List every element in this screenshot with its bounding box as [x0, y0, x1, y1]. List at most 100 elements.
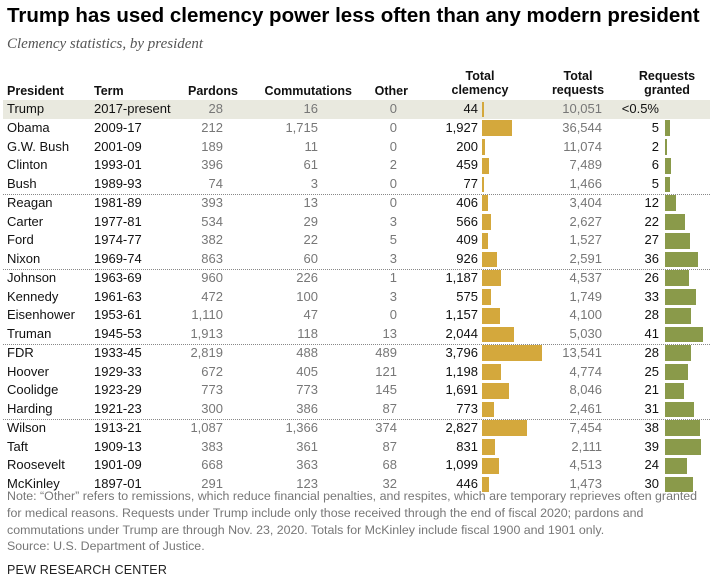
requests-granted-bar	[665, 345, 691, 361]
table-row: Bush 1989-93 74 3 0 77 1,466 5	[0, 175, 715, 194]
table-row: Harding 1921-23 300 386 87 773 2,461 31	[0, 400, 715, 419]
commutations-value: 773	[296, 382, 318, 398]
other-value: 3	[389, 251, 397, 266]
requests-granted-bar	[665, 232, 691, 249]
pardons-value: 1,110	[191, 307, 223, 323]
total-clemency-bar	[482, 120, 513, 136]
president-name: Eisenhower	[7, 307, 75, 323]
table-row: Obama 2009-17 212 1,715 0 1,927 36,544 5	[0, 119, 715, 138]
table-row: McKinley 1897-01 291 123 32 446 1,473 30	[0, 475, 715, 494]
total-requests-value: 3,404	[569, 194, 602, 210]
term-years: 2009-17	[94, 119, 142, 135]
requests-granted-bar	[665, 457, 688, 474]
other-value: 87	[382, 438, 397, 454]
commutations-value: 405	[296, 363, 318, 379]
requests-granted-value: 26	[644, 269, 659, 285]
requests-granted-value: 25	[644, 363, 659, 379]
total-clemency-value: 1,198	[445, 363, 478, 379]
total-requests-value: 4,513	[569, 457, 602, 473]
requests-granted-value: 5	[651, 119, 659, 135]
table-row: G.W. Bush 2001-09 189 11 0 200 11,074 2	[0, 138, 715, 157]
total-clemency-bar	[482, 157, 490, 174]
term-years: 1969-74	[94, 251, 142, 266]
requests-granted-bar	[665, 401, 694, 418]
requests-granted-value: 21	[644, 382, 659, 398]
president-name: Coolidge	[7, 382, 59, 398]
other-value: 87	[382, 401, 397, 416]
total-requests-value: 4,537	[569, 269, 602, 285]
total-clemency-value: 575	[456, 288, 478, 304]
total-clemency-bar	[482, 439, 496, 455]
requests-granted-value: 5	[651, 176, 659, 191]
requests-granted-value: 33	[644, 288, 659, 304]
header-total-clemency: Total clemency	[432, 69, 528, 97]
requests-granted-value: 31	[644, 401, 659, 416]
commutations-value: 386	[296, 401, 318, 416]
header-total-requests-line2: requests	[551, 83, 605, 97]
pardons-value: 668	[201, 457, 223, 473]
pardons-value: 382	[201, 232, 223, 248]
pardons-value: 863	[201, 251, 223, 266]
commutations-value: 47	[303, 307, 318, 323]
total-requests-value: 7,489	[569, 157, 602, 173]
header-requests-granted: Requests granted	[622, 69, 712, 97]
president-name: FDR	[7, 344, 34, 360]
table-row: Hoover 1929-33 672 405 121 1,198 4,774 25	[0, 363, 715, 382]
total-clemency-bar	[482, 251, 497, 268]
term-years: 1923-29	[94, 382, 142, 398]
president-name: Obama	[7, 119, 50, 135]
other-value: 121	[375, 363, 397, 379]
header-pardons: Pardons	[187, 84, 238, 98]
pardons-value: 291	[201, 476, 223, 491]
term-years: 1909-13	[94, 438, 142, 454]
commutations-value: 60	[303, 251, 318, 266]
requests-granted-bar	[665, 157, 671, 174]
commutations-value: 11	[304, 138, 319, 154]
pardons-value: 960	[201, 269, 223, 285]
pardons-value: 534	[201, 213, 223, 229]
term-years: 1981-89	[94, 194, 142, 210]
total-clemency-bar	[482, 401, 495, 418]
term-years: 1921-23	[94, 401, 142, 416]
total-requests-value: 1,466	[569, 176, 602, 191]
total-requests-value: 2,461	[569, 401, 602, 416]
president-name: Bush	[7, 176, 37, 191]
other-value: 0	[389, 176, 397, 191]
table-row: Reagan 1981-89 393 13 0 406 3,404 12	[0, 194, 715, 213]
total-clemency-value: 1,187	[445, 269, 478, 285]
president-name: McKinley	[7, 476, 60, 491]
requests-granted-value: 24	[644, 457, 659, 473]
other-value: 489	[375, 344, 397, 360]
pardons-value: 396	[201, 157, 223, 173]
pardons-value: 189	[201, 138, 223, 154]
total-clemency-value: 44	[463, 101, 478, 116]
pardons-value: 28	[208, 101, 223, 116]
table-row: Taft 1909-13 383 361 87 831 2,111 39	[0, 438, 715, 457]
header-total-requests-line1: Total	[563, 69, 593, 83]
total-clemency-bar	[482, 326, 515, 343]
table-row: Nixon 1969-74 863 60 3 926 2,591 36	[0, 250, 715, 269]
table-row: Ford 1974-77 382 22 5 409 1,527 27	[0, 231, 715, 250]
president-name: Nixon	[7, 251, 41, 266]
other-value: 374	[375, 419, 397, 435]
term-years: 1929-33	[94, 363, 142, 379]
other-value: 145	[375, 382, 397, 398]
pardons-value: 393	[201, 194, 223, 210]
total-requests-value: 1,749	[569, 288, 602, 304]
total-requests-value: 8,046	[569, 382, 602, 398]
total-clemency-bar	[482, 382, 509, 399]
requests-granted-value: 30	[644, 476, 659, 491]
president-name: Hoover	[7, 363, 49, 379]
total-clemency-value: 926	[456, 251, 478, 266]
total-clemency-value: 77	[463, 176, 478, 191]
header-other: Other	[374, 84, 408, 98]
total-clemency-value: 566	[456, 213, 478, 229]
other-value: 68	[382, 457, 397, 473]
table-row: Eisenhower 1953-61 1,110 47 0 1,157 4,100 28	[0, 306, 715, 325]
table-row: Johnson 1963-69 960 226 1 1,187 4,537 26	[0, 269, 715, 288]
term-years: 1913-21	[94, 419, 142, 435]
requests-granted-bar	[665, 214, 686, 230]
term-years: 1901-09	[94, 457, 142, 473]
commutations-value: 3	[310, 176, 318, 191]
commutations-value: 363	[296, 457, 318, 473]
